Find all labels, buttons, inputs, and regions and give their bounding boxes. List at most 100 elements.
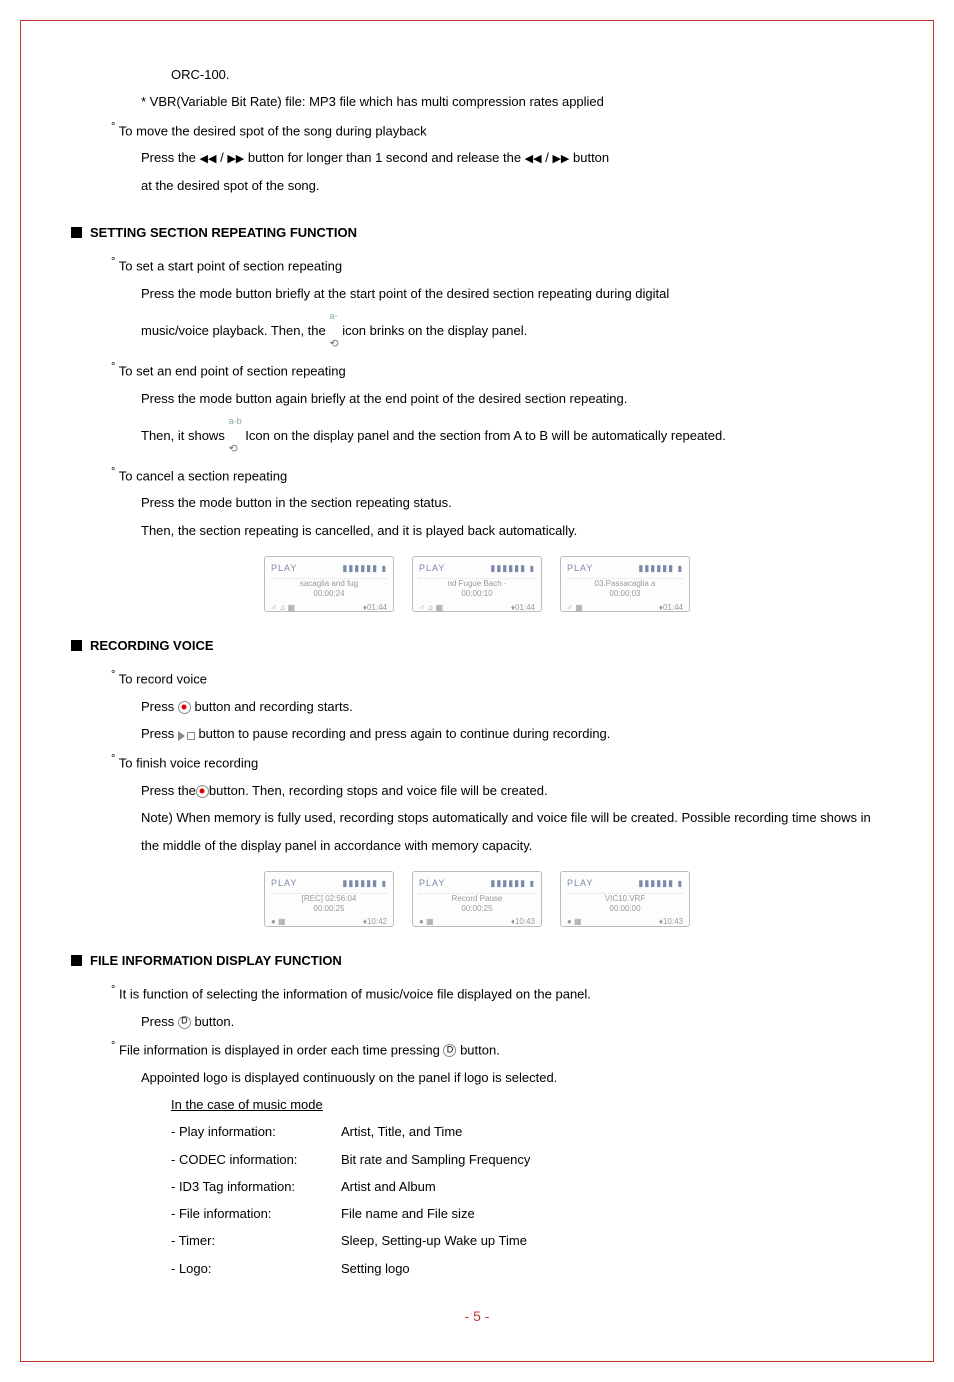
finish-l1: Press the button. Then, recording stops a…	[141, 777, 883, 804]
lcd-icons: ♂ ▦	[567, 600, 583, 617]
a-repeat-icon: a-⟲	[329, 307, 338, 356]
table-row: - CODEC information:Bit rate and Samplin…	[171, 1146, 883, 1173]
lcd-title: Record Pause	[452, 894, 503, 903]
fi-l2: Press button.	[141, 1008, 883, 1035]
forward-icon	[552, 150, 560, 165]
bullet-icon	[71, 227, 82, 238]
rewind-icon	[208, 150, 216, 165]
lcd-duration: ♦10:42	[363, 914, 387, 931]
lcd-row-1: PLAY▮▮▮▮▮▮ sacaglia and fug00:00:24 ♂ ♫ …	[71, 556, 883, 612]
text: button.	[456, 1042, 499, 1057]
forward-icon	[236, 150, 244, 165]
text: Press	[141, 1014, 178, 1029]
row-value: Setting logo	[341, 1255, 410, 1282]
lcd-panel: PLAY▮▮▮▮▮▮ sacaglia and fug00:00:24 ♂ ♫ …	[264, 556, 394, 612]
cancel-l2: Then, the section repeating is cancelled…	[141, 517, 883, 544]
finish-note: Note) When memory is fully used, recordi…	[141, 804, 883, 859]
lcd-duration: ♦10:43	[511, 914, 535, 931]
text: RECORDING VOICE	[90, 632, 214, 659]
lcd-panel: PLAY▮▮▮▮▮▮ [REC] 02:56:0400:00:25 ● ▦♦10…	[264, 871, 394, 927]
text: To set a start point of section repeatin…	[119, 258, 342, 273]
text: To finish voice recording	[119, 756, 258, 771]
set-start-l2: music/voice playback. Then, the a-⟲ icon…	[141, 307, 883, 356]
text: To record voice	[119, 671, 207, 686]
rewind-icon	[200, 150, 208, 165]
text: button and recording starts.	[191, 699, 353, 714]
row-value: File name and File size	[341, 1200, 475, 1227]
lcd-mode: PLAY	[419, 559, 445, 578]
d-button-icon	[178, 1016, 191, 1029]
bars-icon: ▮▮▮▮▮▮	[638, 874, 683, 893]
text: button.	[191, 1014, 234, 1029]
info-table: - Play information:Artist, Title, and Ti…	[171, 1118, 883, 1282]
table-row: - File information:File name and File si…	[171, 1200, 883, 1227]
set-start-header: ° To set a start point of section repeat…	[111, 251, 883, 280]
rec-l2: Press button to pause recording and pres…	[141, 720, 883, 748]
lcd-panel: PLAY▮▮▮▮▮▮ 03.Passacaglia a00:00:03 ♂ ▦♦…	[560, 556, 690, 612]
lcd-panel: PLAY▮▮▮▮▮▮ Record Pause00:00:25 ● ▦♦10:4…	[412, 871, 542, 927]
record-button-icon	[178, 701, 191, 714]
row-label: - Play information:	[171, 1118, 341, 1145]
document-content: ORC-100. * VBR(Variable Bit Rate) file: …	[71, 61, 883, 1331]
lcd-time: 00:00:25	[461, 904, 492, 913]
text: FILE INFORMATION DISPLAY FUNCTION	[90, 947, 342, 974]
set-end-l2: Then, it shows a-b⟲ Icon on the display …	[141, 412, 883, 461]
move-spot-header: ° To move the desired spot of the song d…	[111, 116, 883, 145]
play-stop-icon	[178, 721, 195, 748]
rec-l1: Press button and recording starts.	[141, 693, 883, 720]
file-info-header: FILE INFORMATION DISPLAY FUNCTION	[71, 947, 883, 974]
table-row: - Logo:Setting logo	[171, 1255, 883, 1282]
row-label: - CODEC information:	[171, 1146, 341, 1173]
text: To move the desired spot of the song dur…	[119, 123, 427, 138]
text: button	[569, 150, 609, 165]
text: Press the	[141, 150, 200, 165]
lcd-mode: PLAY	[419, 874, 445, 893]
lcd-mode: PLAY	[567, 874, 593, 893]
rewind-icon	[525, 150, 533, 165]
lcd-title: sacaglia and fug	[300, 579, 358, 588]
text: button. Then, recording stops and voice …	[209, 783, 548, 798]
row-label: - File information:	[171, 1200, 341, 1227]
text: Then, it shows	[141, 428, 228, 443]
set-end-header: ° To set an end point of section repeati…	[111, 356, 883, 385]
fi-l3: ° File information is displayed in order…	[111, 1035, 883, 1064]
d-button-icon	[443, 1044, 456, 1057]
lcd-icons: ♂ ♫ ▦	[271, 600, 295, 617]
lcd-title: [REC] 02:56:04	[302, 894, 357, 903]
setting-section-header: SETTING SECTION REPEATING FUNCTION	[71, 219, 883, 246]
text: icon brinks on the display panel.	[339, 323, 528, 338]
page-frame: ORC-100. * VBR(Variable Bit Rate) file: …	[20, 20, 934, 1362]
record-voice-header: ° To record voice	[111, 664, 883, 693]
lcd-panel: PLAY▮▮▮▮▮▮ nd Fugue Bach -00:00:10 ♂ ♫ ▦…	[412, 556, 542, 612]
lcd-title: VIC10.VRF	[605, 894, 645, 903]
set-end-l1: Press the mode button again briefly at t…	[141, 385, 883, 412]
fi-l1: ° It is function of selecting the inform…	[111, 979, 883, 1008]
lcd-mode: PLAY	[271, 559, 297, 578]
lcd-time: 00:00:00	[609, 904, 640, 913]
text: Press	[141, 699, 178, 714]
lcd-time: 00:00:25	[313, 904, 344, 913]
lcd-time: 00:00:10	[461, 589, 492, 598]
table-row: - ID3 Tag information:Artist and Album	[171, 1173, 883, 1200]
row-label: - Timer:	[171, 1227, 341, 1254]
lcd-mode: PLAY	[271, 874, 297, 893]
lcd-panel: PLAY▮▮▮▮▮▮ VIC10.VRF00:00:00 ● ▦♦10:43	[560, 871, 690, 927]
lcd-row-2: PLAY▮▮▮▮▮▮ [REC] 02:56:0400:00:25 ● ▦♦10…	[71, 871, 883, 927]
move-spot-line2: at the desired spot of the song.	[141, 172, 883, 199]
orc-line: ORC-100.	[171, 61, 883, 88]
row-value: Bit rate and Sampling Frequency	[341, 1146, 530, 1173]
forward-icon	[227, 150, 235, 165]
row-label: - Logo:	[171, 1255, 341, 1282]
row-value: Artist, Title, and Time	[341, 1118, 462, 1145]
bars-icon: ▮▮▮▮▮▮	[638, 559, 683, 578]
lcd-title: 03.Passacaglia a	[595, 579, 656, 588]
record-button-icon	[196, 785, 209, 798]
set-start-l1: Press the mode button briefly at the sta…	[141, 280, 883, 307]
recording-header: RECORDING VOICE	[71, 632, 883, 659]
lcd-mode: PLAY	[567, 559, 593, 578]
lcd-duration: ♦01:44	[659, 600, 683, 617]
page-number: - 5 -	[71, 1302, 883, 1331]
row-value: Sleep, Setting-up Wake up Time	[341, 1227, 527, 1254]
text: Press the	[141, 783, 196, 798]
lcd-icons: ● ▦	[567, 914, 582, 931]
